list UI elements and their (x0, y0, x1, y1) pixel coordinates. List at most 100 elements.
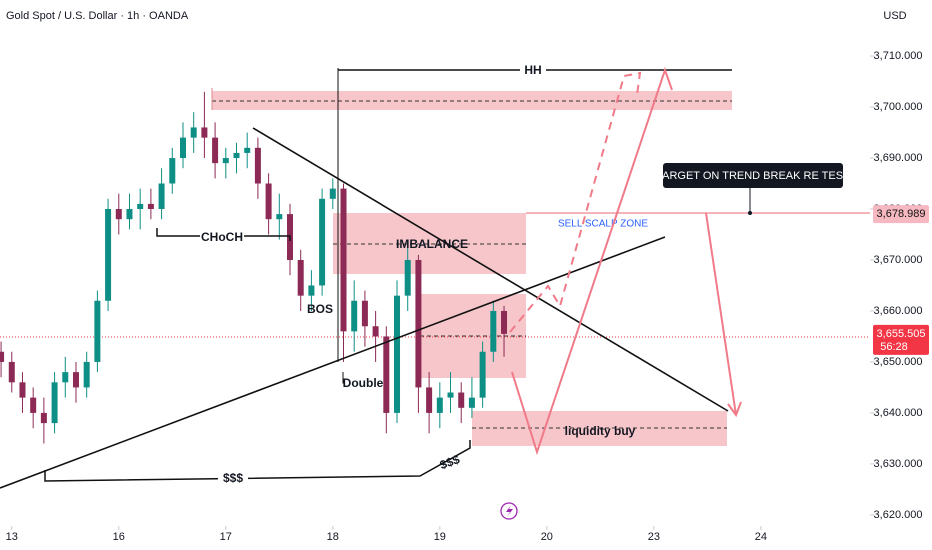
label-bg (218, 470, 248, 486)
candle-body (394, 295, 401, 413)
double-label: Double (343, 376, 384, 390)
y-tick-label: 3,650.000 (874, 356, 923, 368)
y-tick-label: 3,660.000 (874, 305, 923, 317)
candle-body (458, 392, 465, 408)
candle-body (244, 147, 251, 153)
liquidity-line (44, 440, 471, 482)
target-dot (748, 211, 752, 215)
y-tick-label: 3,670.000 (874, 254, 923, 266)
candle-body (404, 259, 411, 296)
candle-body (297, 259, 304, 296)
x-tick-label: 24 (755, 531, 767, 543)
candle-body (447, 392, 454, 398)
candle-body (19, 382, 26, 398)
price-tag (873, 324, 929, 355)
candle-body (351, 300, 358, 332)
y-tick-label: 3,620.000 (874, 509, 923, 521)
price-tag (873, 205, 929, 224)
liquidity-label: $$$ (438, 452, 462, 472)
candle-body (340, 188, 347, 332)
candle-body (415, 259, 422, 388)
projection-dashed (509, 71, 642, 333)
trendline (252, 127, 729, 412)
candle-body (361, 300, 368, 327)
axes: 3,620.000 3,630.000 3,640.000 3,650.000 3,66… (6, 50, 929, 543)
candle-body (426, 387, 433, 413)
candle-body (490, 310, 497, 352)
x-tick-label: 13 (6, 531, 18, 543)
x-tick-label: 17 (220, 531, 232, 543)
candle-body (72, 372, 79, 388)
candle-body (115, 209, 122, 220)
target-box (663, 163, 843, 188)
candle-body (479, 351, 486, 398)
candle-body (212, 137, 219, 164)
candle-body (276, 214, 283, 220)
candle-body (169, 158, 176, 184)
price-tag-label: 3,655.505 (877, 328, 926, 340)
candle-body (436, 397, 443, 413)
x-tick-label: 16 (113, 531, 125, 543)
candle-body (372, 326, 379, 337)
sell-scalp-label: SELL SCALP ZONE (558, 219, 648, 230)
candle-body (222, 158, 229, 164)
y-tick-label: 3,630.000 (874, 458, 923, 470)
candle-body (319, 198, 326, 286)
projection-down (705, 212, 742, 418)
candles (0, 91, 508, 444)
chart-title: Gold Spot / U.S. Dollar · 1h · OANDA (6, 10, 189, 22)
candle-body (94, 300, 101, 362)
candle-body (126, 209, 133, 220)
candle-body (179, 137, 186, 159)
candle-body (30, 397, 37, 413)
liquidity-buy-label: liquidity buy (565, 424, 636, 438)
target-label: TARGET ON TREND BREAK RE TEST (656, 170, 850, 182)
candle-body (254, 147, 261, 184)
candle-body (8, 361, 15, 383)
x-tick-label: 20 (541, 531, 553, 543)
label-bg (200, 229, 244, 245)
bos-label: BOS (307, 302, 333, 316)
candle-body (329, 188, 336, 199)
candle-body (201, 127, 208, 138)
trendline (0, 236, 666, 489)
candle-body (0, 351, 5, 362)
drawings (0, 88, 870, 446)
y-tick-label: 3,700.000 (874, 101, 923, 113)
x-tick-label: 18 (327, 531, 339, 543)
candle-body (265, 183, 272, 220)
candle-body (501, 310, 508, 334)
y-tick-label: 3,640.000 (874, 407, 923, 419)
candle-body (158, 183, 165, 210)
y-tick-label: 3,690.000 (874, 152, 923, 164)
candle-body (233, 152, 240, 159)
label-bg (520, 62, 546, 78)
candle-body (83, 361, 90, 388)
liquidity-label: $$$ (223, 471, 243, 485)
annotations: HH CHoCH BOS IMBALANCE Double $$$ $$$ SE… (0, 62, 850, 520)
candle-body (40, 412, 47, 424)
double-line (342, 372, 345, 384)
candle-body (468, 397, 475, 408)
hh-label: HH (524, 63, 541, 77)
x-tick-label: 23 (648, 531, 660, 543)
imbalance-zone (333, 213, 526, 274)
candle-body (62, 372, 69, 383)
event-icon-bolt (506, 505, 513, 517)
choch-label: CHoCH (201, 230, 243, 244)
candle-body (383, 336, 390, 413)
countdown: 56:28 (880, 341, 908, 353)
x-tick-label: 19 (434, 531, 446, 543)
candle-body (51, 382, 58, 424)
y-tick-label: 3,710.000 (874, 50, 923, 62)
candle-body (137, 203, 144, 210)
imbalance-label: IMBALANCE (396, 237, 468, 251)
y-axis-label: USD (883, 10, 906, 22)
candle-body (190, 127, 197, 138)
candle-body (308, 285, 315, 296)
candle-body (105, 209, 112, 301)
projection (511, 66, 673, 456)
price-tag-label: 3,678.989 (877, 208, 926, 220)
